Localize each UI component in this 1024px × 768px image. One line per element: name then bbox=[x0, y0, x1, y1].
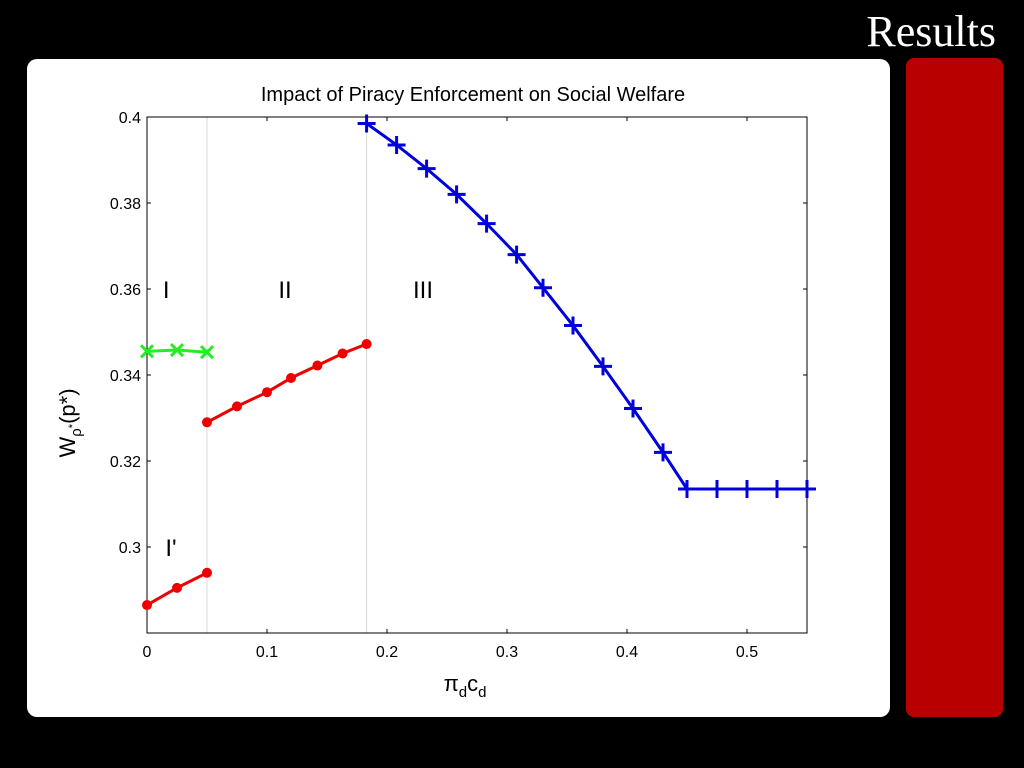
y-tick-label: 0.32 bbox=[110, 454, 141, 471]
data-point bbox=[169, 342, 185, 358]
y-tick-label: 0.34 bbox=[110, 368, 141, 385]
data-point bbox=[337, 348, 348, 359]
side-accent-bar bbox=[906, 58, 1003, 717]
series-line bbox=[365, 122, 807, 491]
data-point bbox=[199, 345, 215, 360]
y-tick-label: 0.4 bbox=[119, 110, 141, 127]
svg-text:πdcd: πdcd bbox=[444, 671, 487, 701]
data-point bbox=[564, 316, 582, 335]
data-point bbox=[654, 443, 672, 462]
data-point bbox=[139, 344, 155, 359]
data-point bbox=[202, 417, 212, 428]
y-tick-label: 0.36 bbox=[110, 282, 141, 299]
data-point bbox=[417, 159, 436, 178]
x-tick-label: 0.4 bbox=[616, 644, 638, 661]
plot-frame bbox=[146, 116, 808, 634]
data-point bbox=[534, 278, 552, 297]
data-point bbox=[624, 399, 642, 418]
y-tick-label: 0.38 bbox=[110, 196, 141, 213]
data-point bbox=[312, 360, 323, 371]
data-point bbox=[262, 387, 272, 398]
chart-panel: Impact of Piracy Enforcement on Social W… bbox=[27, 59, 890, 717]
y-axis-label: Wρ*(p*) bbox=[55, 388, 85, 457]
data-point bbox=[202, 567, 212, 578]
data-point bbox=[477, 214, 496, 233]
data-point bbox=[387, 135, 406, 154]
x-tick-label: 0.2 bbox=[376, 644, 398, 661]
data-point bbox=[507, 245, 526, 264]
svg-text:Wρ*(p*): Wρ*(p*) bbox=[55, 388, 85, 457]
data-point bbox=[738, 479, 756, 498]
data-point bbox=[768, 479, 786, 498]
region-label: I' bbox=[165, 535, 176, 562]
x-tick-label: 0.1 bbox=[256, 644, 278, 661]
region-label: I bbox=[163, 277, 170, 304]
region-label: III bbox=[413, 277, 433, 304]
x-tick-label: 0.5 bbox=[736, 644, 758, 661]
data-point bbox=[678, 479, 696, 498]
region-label: II bbox=[278, 277, 291, 304]
data-point bbox=[357, 114, 376, 133]
data-point bbox=[594, 357, 612, 376]
x-tick-label: 0 bbox=[143, 644, 152, 661]
slide-title: Results bbox=[866, 7, 996, 56]
data-point bbox=[142, 600, 152, 611]
y-tick-label: 0.3 bbox=[119, 540, 141, 557]
data-point bbox=[172, 582, 182, 593]
x-axis-label: πdcd bbox=[444, 671, 487, 701]
x-tick-label: 0.3 bbox=[496, 644, 518, 661]
data-point bbox=[798, 479, 816, 498]
data-point bbox=[708, 479, 726, 498]
data-point bbox=[286, 373, 296, 384]
data-point bbox=[361, 339, 372, 350]
chart-title: Impact of Piracy Enforcement on Social W… bbox=[261, 84, 685, 106]
welfare-chart: Impact of Piracy Enforcement on Social W… bbox=[55, 84, 816, 701]
data-point bbox=[232, 401, 242, 412]
data-point bbox=[447, 185, 466, 204]
